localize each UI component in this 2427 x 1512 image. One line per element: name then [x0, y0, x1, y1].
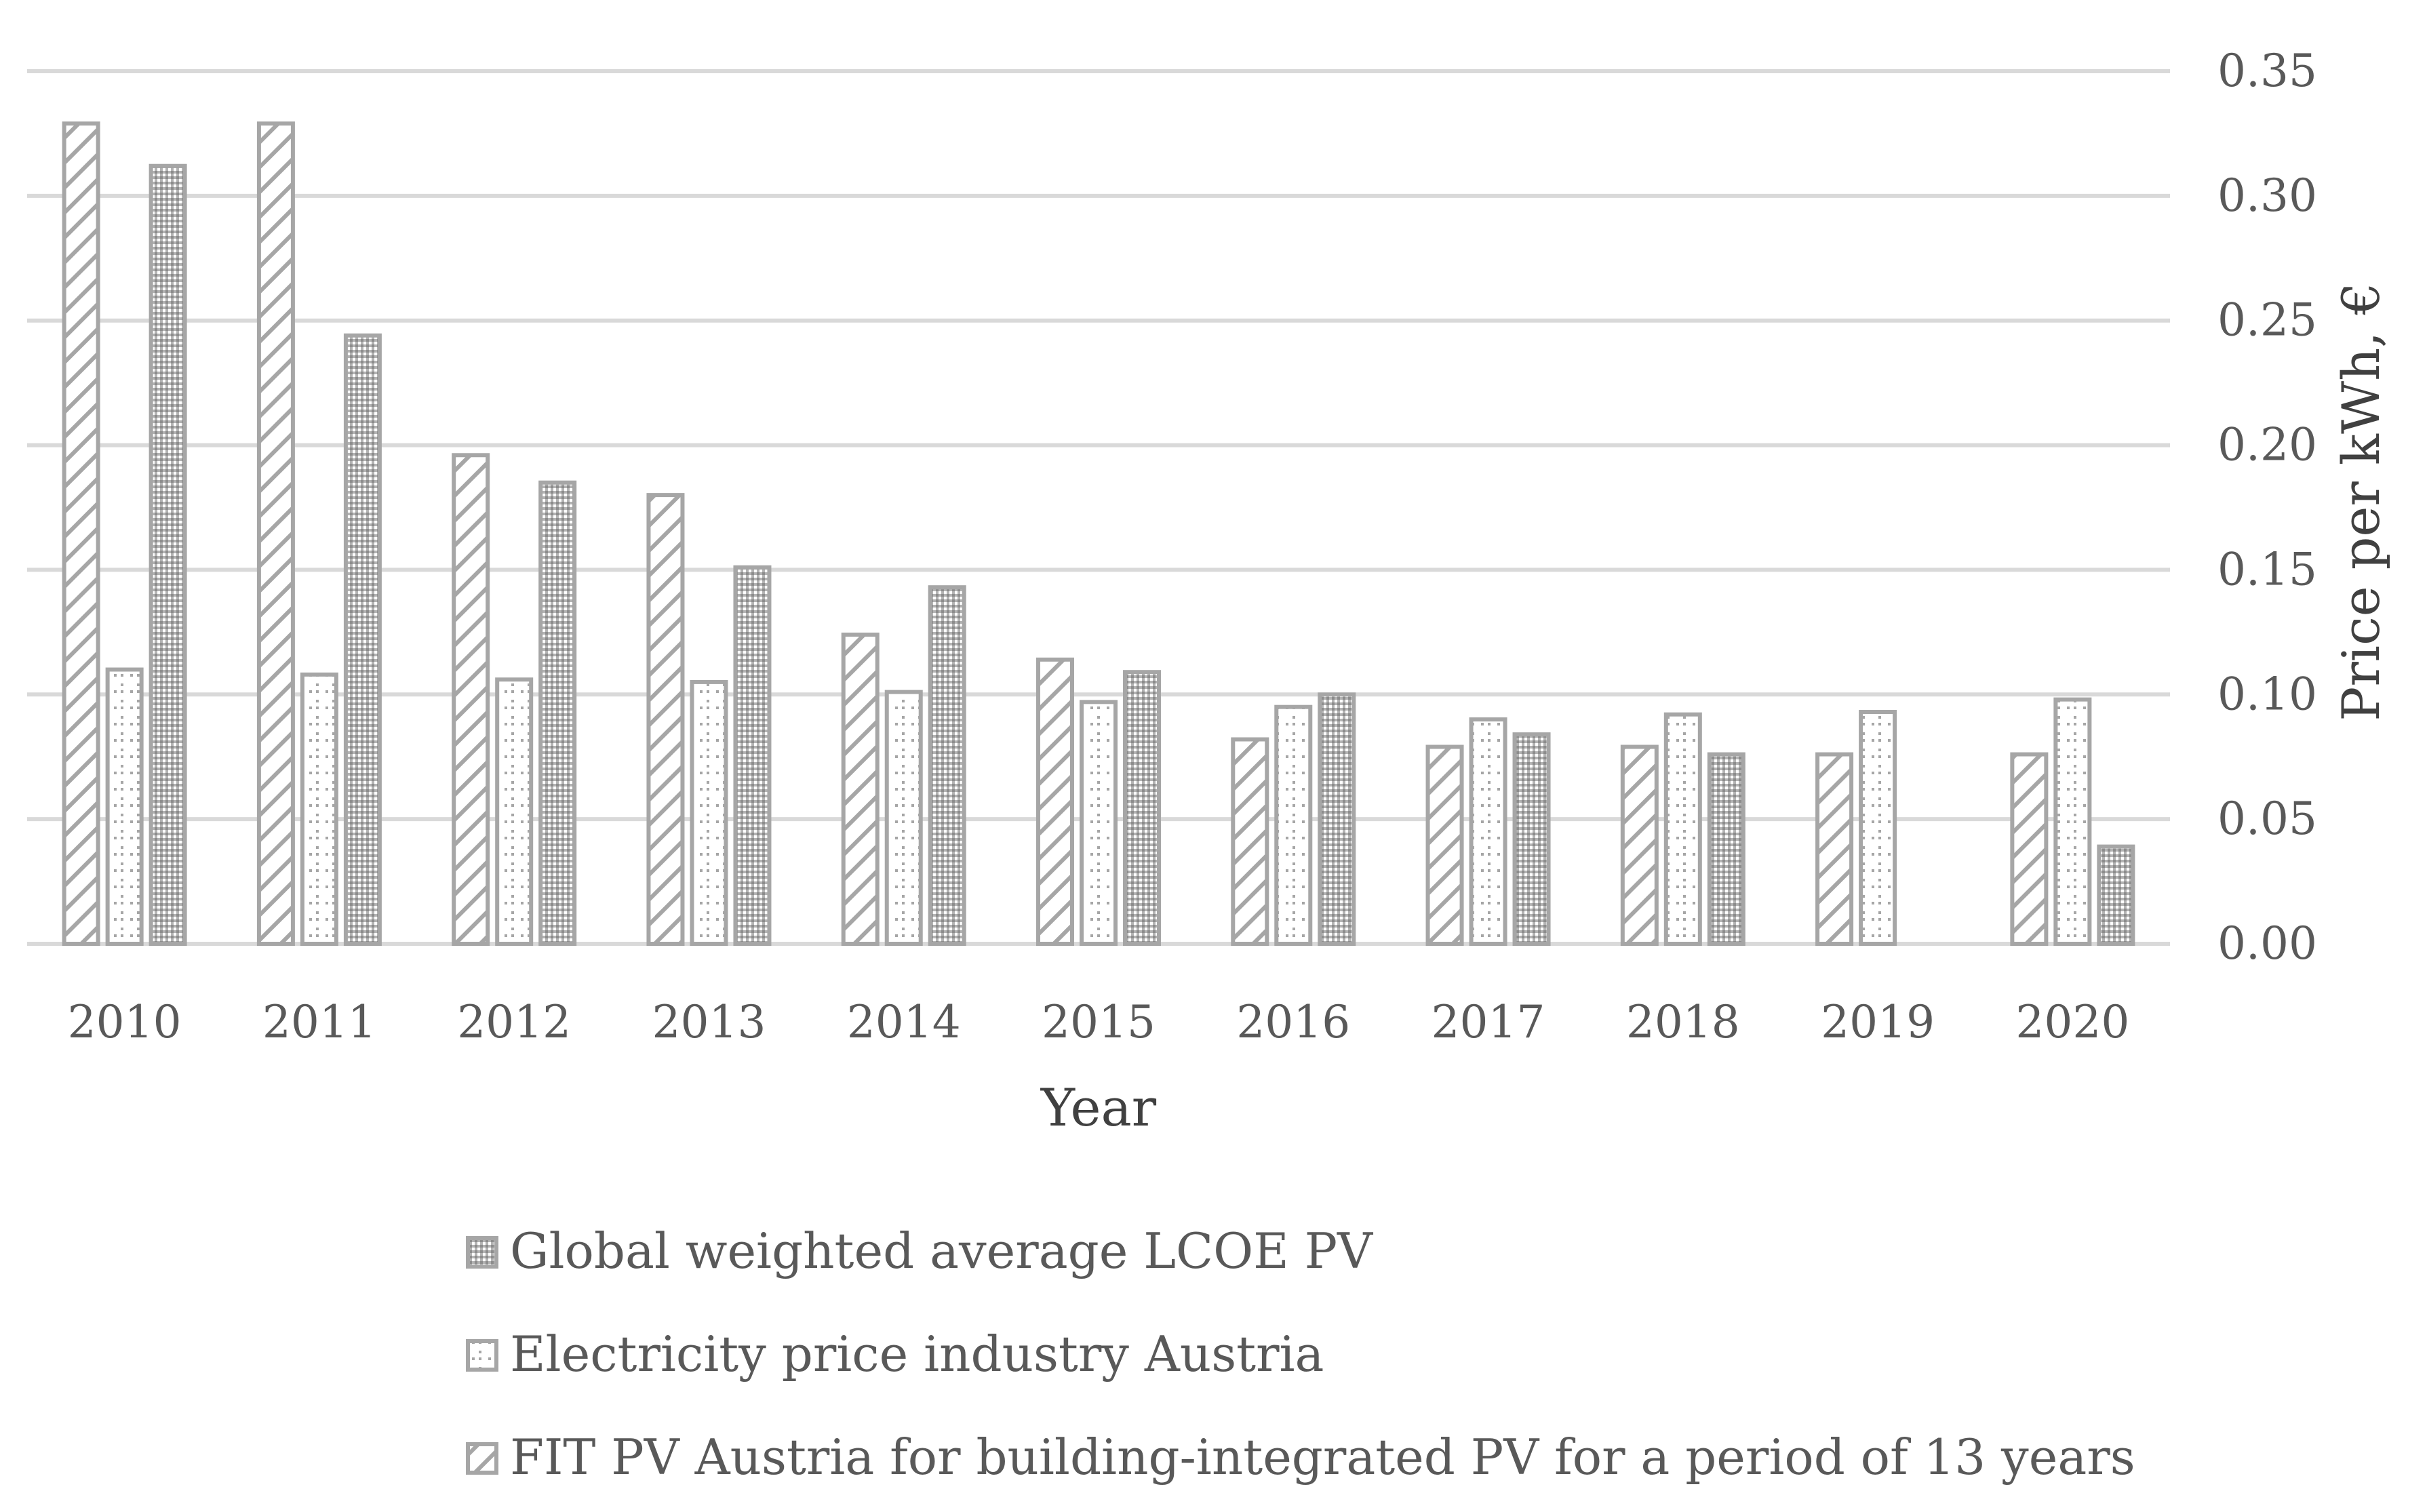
bar-2017-series-1	[1469, 717, 1507, 946]
bar-2014-series-2	[928, 585, 966, 946]
bar-2019-series-0	[1815, 752, 1854, 946]
y-tick-label: 0.10	[2217, 668, 2317, 720]
y-tick-label: 0.35	[2217, 45, 2317, 97]
bar-2018-series-1	[1663, 712, 1702, 947]
bar-2010-series-2	[149, 163, 187, 946]
x-tick-label: 2010	[68, 996, 182, 1048]
bar-2015-series-1	[1080, 700, 1118, 946]
bar-2019-series-1	[1859, 710, 1897, 947]
bar-2012-series-0	[452, 453, 490, 946]
bar-2020-series-1	[2053, 697, 2092, 946]
x-tick-label: 2018	[1626, 996, 1740, 1048]
legend-label: FIT PV Austria for building-integrated P…	[510, 1429, 2135, 1486]
bar-2017-series-2	[1512, 732, 1551, 946]
y-tick-label: 0.25	[2217, 294, 2317, 346]
bar-2015-series-0	[1036, 657, 1074, 946]
x-axis-ticks: 2010 2011 2012 2013 2014 2015 2016 2017 2018 2019…	[68, 996, 2130, 1048]
bar-2020-series-2	[2097, 844, 2135, 946]
bar-2010-series-0	[62, 121, 100, 947]
bar-2010-series-1	[105, 667, 144, 946]
bar-2012-series-2	[538, 480, 577, 946]
x-tick-label: 2017	[1432, 996, 1545, 1048]
x-axis-title: Year	[1040, 1077, 1157, 1138]
bar-2016-series-2	[1318, 692, 1356, 947]
x-tick-label: 2020	[2015, 996, 2129, 1048]
x-tick-label: 2013	[652, 996, 766, 1048]
bars	[62, 121, 2135, 947]
legend-label: Electricity price industry Austria	[510, 1326, 1324, 1382]
y-tick-label: 0.00	[2217, 917, 2317, 970]
bar-2012-series-1	[495, 677, 534, 946]
legend-label: Global weighted average LCOE PV	[510, 1222, 1374, 1279]
y-tick-label: 0.05	[2217, 793, 2317, 845]
bar-2016-series-0	[1231, 737, 1269, 946]
x-tick-label: 2014	[847, 996, 961, 1048]
legend: Global weighted average LCOE PV Electrici…	[466, 1222, 2135, 1486]
legend-swatch-series-2	[466, 1236, 498, 1269]
x-tick-label: 2016	[1236, 996, 1350, 1048]
bar-2020-series-0	[2010, 752, 2049, 946]
x-tick-label: 2015	[1042, 996, 1156, 1048]
bar-2018-series-2	[1707, 752, 1745, 946]
y-tick-label: 0.20	[2217, 419, 2317, 471]
y-axis-title: Price per kWh, €	[2331, 282, 2391, 721]
y-tick-label: 0.30	[2217, 170, 2317, 222]
bar-2013-series-1	[690, 679, 728, 947]
bar-2011-series-1	[300, 672, 338, 947]
legend-swatch-series-1	[466, 1339, 498, 1372]
bar-2014-series-1	[884, 690, 923, 946]
bar-2011-series-0	[256, 121, 295, 947]
legend-swatch-series-0	[466, 1442, 498, 1475]
y-axis-ticks: 0.00 0.05 0.10 0.15 0.20 0.25 0.30 0.35	[2217, 45, 2317, 970]
bar-2015-series-2	[1123, 670, 1161, 946]
x-tick-label: 2019	[1821, 996, 1935, 1048]
bar-2011-series-2	[343, 333, 382, 946]
x-tick-label: 2012	[457, 996, 571, 1048]
bar-2018-series-0	[1620, 744, 1659, 947]
y-tick-label: 0.15	[2217, 543, 2317, 595]
bar-2013-series-0	[646, 493, 685, 946]
x-tick-label: 2011	[262, 996, 376, 1048]
bar-2013-series-2	[733, 565, 772, 946]
bar-2014-series-0	[841, 633, 880, 947]
bar-2016-series-1	[1274, 704, 1313, 946]
bar-2017-series-0	[1425, 744, 1464, 947]
